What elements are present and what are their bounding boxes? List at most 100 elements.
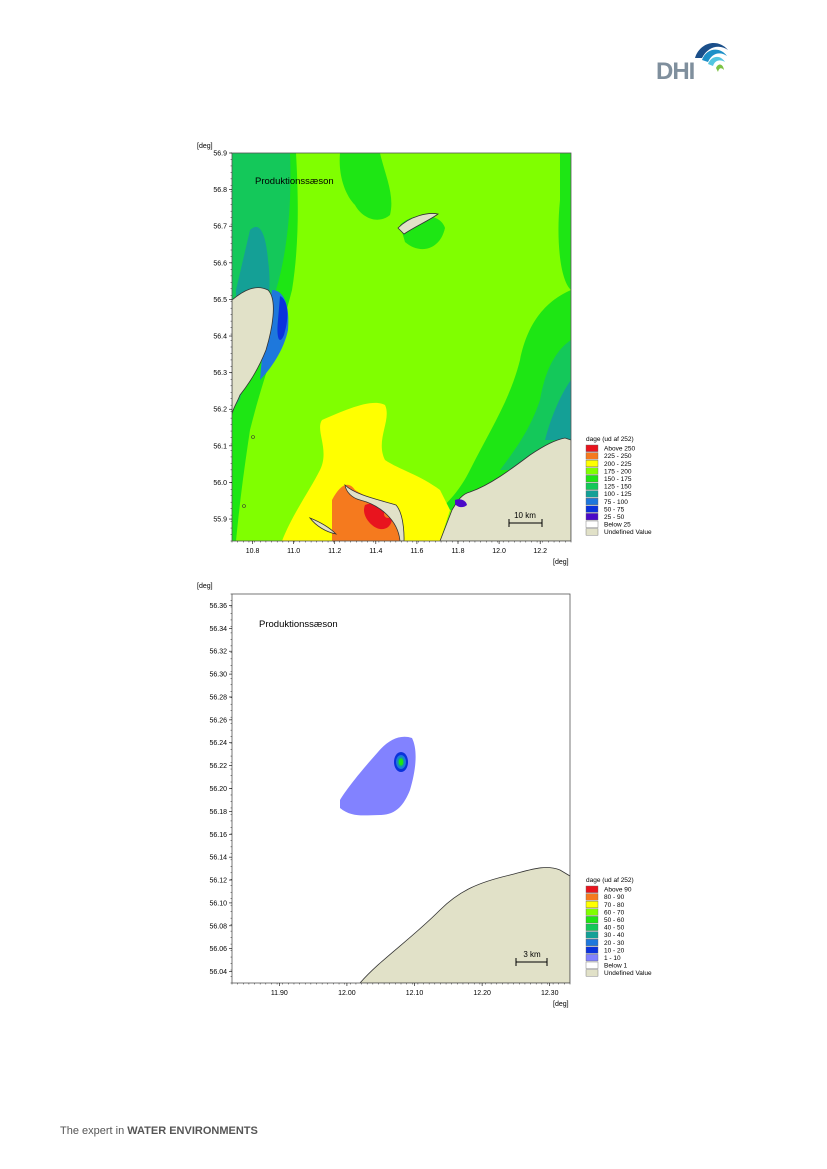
- x-tick-label: 11.8: [451, 548, 464, 555]
- x-tick-label: 11.0: [287, 548, 300, 555]
- legend-swatch: [585, 923, 599, 931]
- x-tick-label: 12.0: [492, 548, 506, 555]
- footer-prefix: The expert in: [60, 1125, 128, 1137]
- legend-swatch: [585, 505, 599, 513]
- legend-label: 125 - 150: [604, 484, 632, 491]
- y-tick-label: 56.14: [209, 855, 227, 862]
- legend-label: 150 - 175: [604, 476, 632, 483]
- legend-label: 40 - 50: [604, 925, 625, 932]
- legend-label: 30 - 40: [604, 932, 625, 939]
- y-tick-label: 56.10: [209, 900, 227, 907]
- y-tick-label: 56.8: [213, 187, 227, 194]
- legend-swatch: [585, 961, 599, 969]
- legend-label: Undefined Value: [604, 970, 652, 977]
- legend-swatch: [585, 901, 599, 909]
- chart-2-map: [232, 594, 570, 983]
- x-tick-label: 11.2: [328, 548, 341, 555]
- x-tick-label: 10.8: [246, 548, 260, 555]
- chart-2-scale-bar: 3 km: [515, 950, 548, 966]
- chart-2-title: Produktionssæson: [259, 619, 338, 630]
- legend-label: 80 - 90: [604, 894, 625, 901]
- y-tick-label: 56.28: [209, 694, 227, 701]
- y-tick-label: 56.6: [213, 260, 227, 267]
- logo-text: DHI: [656, 58, 695, 85]
- chart-1-scale-label: 10 km: [514, 511, 536, 520]
- y-tick-label: 56.36: [209, 603, 227, 610]
- legend-swatch: [585, 467, 599, 475]
- legend-label: Below 25: [604, 522, 631, 529]
- y-tick-label: 56.0: [213, 480, 227, 487]
- land-west: [232, 287, 274, 416]
- legend-label: 75 - 100: [604, 499, 628, 506]
- legend-label: Above 250: [604, 446, 635, 453]
- chart-1-legend-title: dage (ud af 252): [586, 436, 634, 443]
- y-tick-label: 56.2: [213, 407, 227, 414]
- legend-label: 60 - 70: [604, 909, 625, 916]
- chart-1-xlabel: [deg]: [553, 559, 569, 566]
- land-southeast: [439, 437, 571, 541]
- x-tick-label: 12.2: [533, 548, 547, 555]
- x-tick-label: 12.00: [338, 990, 356, 997]
- legend-label: Below 1: [604, 963, 628, 970]
- chart-1-y-ticks: 56.9 56.8 56.7 56.6 56.5 56.4 56.3 56.2 56.1 56.0…: [213, 151, 232, 542]
- x-tick-label: 12.20: [473, 990, 491, 997]
- legend-label: 100 - 125: [604, 491, 632, 498]
- y-tick-label: 56.32: [209, 649, 227, 656]
- legend-swatch: [585, 893, 599, 901]
- legend-swatch: [585, 498, 599, 506]
- legend-swatch: [585, 946, 599, 954]
- chart-1-ylabel: [deg]: [197, 143, 213, 150]
- chart-1-title: Produktionssæson: [255, 176, 334, 187]
- legend-swatch: [585, 931, 599, 939]
- y-tick-label: 55.9: [213, 517, 227, 524]
- legend-label: 10 - 20: [604, 947, 625, 954]
- y-tick-label: 56.04: [209, 969, 227, 976]
- y-tick-label: 56.20: [209, 786, 227, 793]
- y-tick-label: 56.4: [213, 334, 227, 341]
- legend-label: 200 - 225: [604, 461, 632, 468]
- chart-1-scale-bar: 10 km: [508, 511, 543, 527]
- x-tick-label: 12.10: [406, 990, 424, 997]
- footer-tagline: The expert in WATER ENVIRONMENTS: [60, 1125, 258, 1137]
- legend-swatch: [585, 528, 599, 536]
- y-tick-label: 56.26: [209, 717, 227, 724]
- legend-swatch: [585, 908, 599, 916]
- y-tick-label: 56.3: [213, 370, 227, 377]
- legend-label: 175 - 200: [604, 468, 632, 475]
- legend-swatch: [585, 482, 599, 490]
- legend-label: 1 - 10: [604, 955, 621, 962]
- legend-label: 25 - 50: [604, 514, 625, 521]
- legend-swatch: [585, 490, 599, 498]
- y-tick-label: 56.34: [209, 626, 227, 633]
- y-tick-label: 56.06: [209, 946, 227, 953]
- legend-swatch: [585, 939, 599, 947]
- legend-label: 20 - 30: [604, 940, 625, 947]
- legend-label: 50 - 75: [604, 506, 625, 513]
- chart-1-map: [232, 153, 571, 541]
- legend-label: 225 - 250: [604, 453, 632, 460]
- y-tick-label: 56.30: [209, 672, 227, 679]
- legend-swatch: [585, 520, 599, 528]
- x-tick-label: 12.30: [541, 990, 559, 997]
- legend-swatch: [585, 885, 599, 893]
- y-tick-label: 56.08: [209, 923, 227, 930]
- land-island: [397, 213, 439, 235]
- chart-2-x-ticks: 11.90 12.00 12.10 12.20 12.30: [231, 983, 571, 997]
- y-tick-label: 56.16: [209, 832, 227, 839]
- legend-swatch: [585, 954, 599, 962]
- legend-swatch: [585, 475, 599, 483]
- dhi-wave-icon: [695, 43, 728, 72]
- legend-label: Undefined Value: [604, 529, 652, 536]
- x-tick-label: 11.6: [410, 548, 423, 555]
- legend-swatch: [585, 916, 599, 924]
- land-peninsula: [344, 483, 405, 541]
- y-tick-label: 56.22: [209, 763, 227, 770]
- chart-1-x-ticks: 10.8 11.0 11.2 11.4 11.6 11.8 12.0 12.2: [231, 541, 572, 555]
- y-tick-label: 56.1: [213, 443, 227, 450]
- y-tick-label: 56.18: [209, 809, 227, 816]
- legend-swatch: [585, 460, 599, 468]
